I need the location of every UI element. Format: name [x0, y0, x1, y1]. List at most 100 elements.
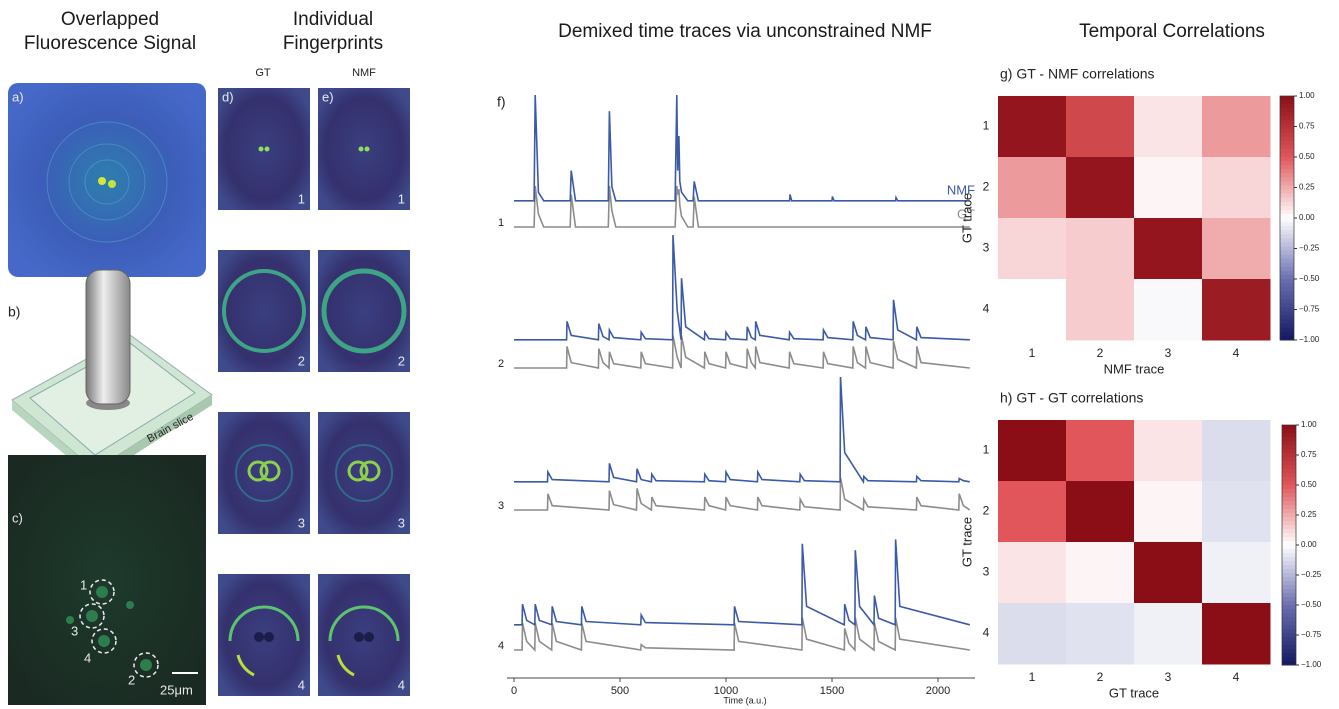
- fingerprint-dot: [264, 632, 274, 642]
- chart-title: g) GT - NMF correlations: [1000, 66, 1155, 82]
- x-tick-label: 3: [1165, 670, 1172, 684]
- fingerprint-arc: [336, 654, 355, 677]
- colorbar-segment: [1280, 157, 1294, 162]
- colorbar-segment: [1280, 197, 1294, 203]
- image-a: [8, 83, 206, 277]
- colorbar-segment: [1282, 533, 1296, 538]
- colorbar-segment: [1280, 185, 1294, 191]
- heatmap-cell: [1066, 603, 1135, 665]
- fingerprint-number: 1: [398, 191, 405, 206]
- heatmap-cell: [1202, 279, 1271, 341]
- nmf-trace: [514, 376, 970, 485]
- colorbar-segment: [1280, 136, 1294, 142]
- colorbar-segment: [1282, 489, 1296, 494]
- heatmap-cell: [1066, 96, 1135, 158]
- colorbar-segment: [1280, 148, 1294, 154]
- colorbar-segment: [1282, 589, 1296, 594]
- heatmap-cell: [1066, 542, 1135, 604]
- colorbar-segment: [1280, 193, 1294, 199]
- heatmap-cell: [998, 279, 1067, 341]
- colorbar-segment: [1282, 541, 1296, 546]
- colorbar-segment: [1282, 545, 1296, 550]
- colorbar-segment: [1282, 593, 1296, 598]
- x-tick-label: 2000: [926, 685, 950, 697]
- legend-label: GT: [957, 206, 975, 221]
- image-c-cells: [66, 586, 152, 671]
- x-tick-label: 0: [511, 685, 517, 697]
- colorbar-segment: [1282, 529, 1296, 534]
- colorbar-segment: [1282, 621, 1296, 626]
- colorbar-segment: [1282, 477, 1296, 482]
- colorbar-segment: [1282, 441, 1296, 446]
- colorbar-segment: [1282, 557, 1296, 562]
- colorbar-segment: [1282, 553, 1296, 558]
- colorbar-segment: [1280, 299, 1294, 304]
- column-title: Individual: [293, 9, 373, 30]
- colorbar-segment: [1280, 152, 1294, 158]
- fingerprint-number: 3: [298, 515, 305, 530]
- colorbar-segment: [1282, 517, 1296, 522]
- heatmap-cell: [1202, 481, 1271, 543]
- image-a-spot: [98, 177, 106, 185]
- column-label: NMF: [352, 67, 376, 79]
- panel-label: d): [222, 89, 234, 104]
- x-axis-label: Time (a.u.): [723, 695, 766, 705]
- colorbar-segment: [1280, 274, 1294, 280]
- heatmap-cell: [1066, 481, 1135, 543]
- gt-trace: [514, 477, 971, 512]
- colorbar-segment: [1280, 218, 1294, 223]
- colorbar-segment: [1282, 561, 1296, 566]
- colorbar-segment: [1280, 181, 1294, 186]
- fingerprint-dot: [354, 632, 364, 642]
- colorbar-segment: [1282, 501, 1296, 506]
- x-tick-label: 1000: [714, 685, 738, 697]
- colorbar-segment: [1282, 473, 1296, 478]
- colorbar-segment: [1280, 108, 1294, 113]
- fingerprint-image: [318, 412, 410, 534]
- colorbar-segment: [1282, 453, 1296, 458]
- colorbar-segment: [1280, 161, 1294, 166]
- image-a-spot: [108, 180, 116, 188]
- fingerprint-number: 2: [398, 353, 405, 368]
- heatmap-cell: [1066, 157, 1135, 219]
- colorbar-segment: [1280, 291, 1294, 296]
- colorbar-tick-label: 0.25: [1301, 510, 1317, 519]
- colorbar-segment: [1280, 242, 1294, 247]
- colorbar-segment: [1280, 226, 1294, 231]
- colorbar-tick-label: −0.75: [1299, 305, 1320, 314]
- panel-label: a): [12, 89, 24, 104]
- heatmap-cell: [1134, 420, 1203, 482]
- panel-label: e): [322, 89, 334, 104]
- colorbar-tick-label: −0.25: [1299, 244, 1320, 253]
- colorbar-segment: [1280, 205, 1294, 211]
- cell-label: 3: [71, 623, 78, 638]
- colorbar-segment: [1280, 120, 1294, 125]
- colorbar-segment: [1280, 140, 1294, 146]
- colorbar-segment: [1280, 173, 1294, 178]
- colorbar-segment: [1280, 303, 1294, 308]
- colorbar-segment: [1280, 307, 1294, 313]
- colorbar-segment: [1280, 258, 1294, 264]
- y-tick-label: 3: [983, 565, 990, 579]
- colorbar-segment: [1280, 331, 1294, 337]
- colorbar-tick-label: −0.25: [1301, 570, 1322, 579]
- fingerprint-spot: [358, 146, 364, 152]
- x-axis-label: GT trace: [1109, 685, 1159, 700]
- fingerprint-arc: [236, 654, 255, 677]
- heatmap-cell: [1134, 481, 1203, 543]
- fingerprint-ring: [359, 460, 381, 482]
- colorbar-segment: [1280, 327, 1294, 333]
- colorbar-segment: [1282, 521, 1296, 526]
- colorbar-segment: [1282, 585, 1296, 590]
- column-title: Overlapped: [61, 9, 159, 30]
- colorbar-segment: [1282, 469, 1296, 474]
- colorbar-segment: [1282, 649, 1296, 654]
- heatmap-cell: [1134, 96, 1203, 158]
- y-tick-label: 4: [983, 302, 990, 316]
- colorbar-segment: [1282, 641, 1296, 646]
- y-tick-label: 3: [983, 241, 990, 255]
- fingerprint-number: 2: [298, 353, 305, 368]
- heatmap-cell: [1066, 279, 1135, 341]
- fingerprint-number: 3: [398, 515, 405, 530]
- colorbar-segment: [1280, 230, 1294, 235]
